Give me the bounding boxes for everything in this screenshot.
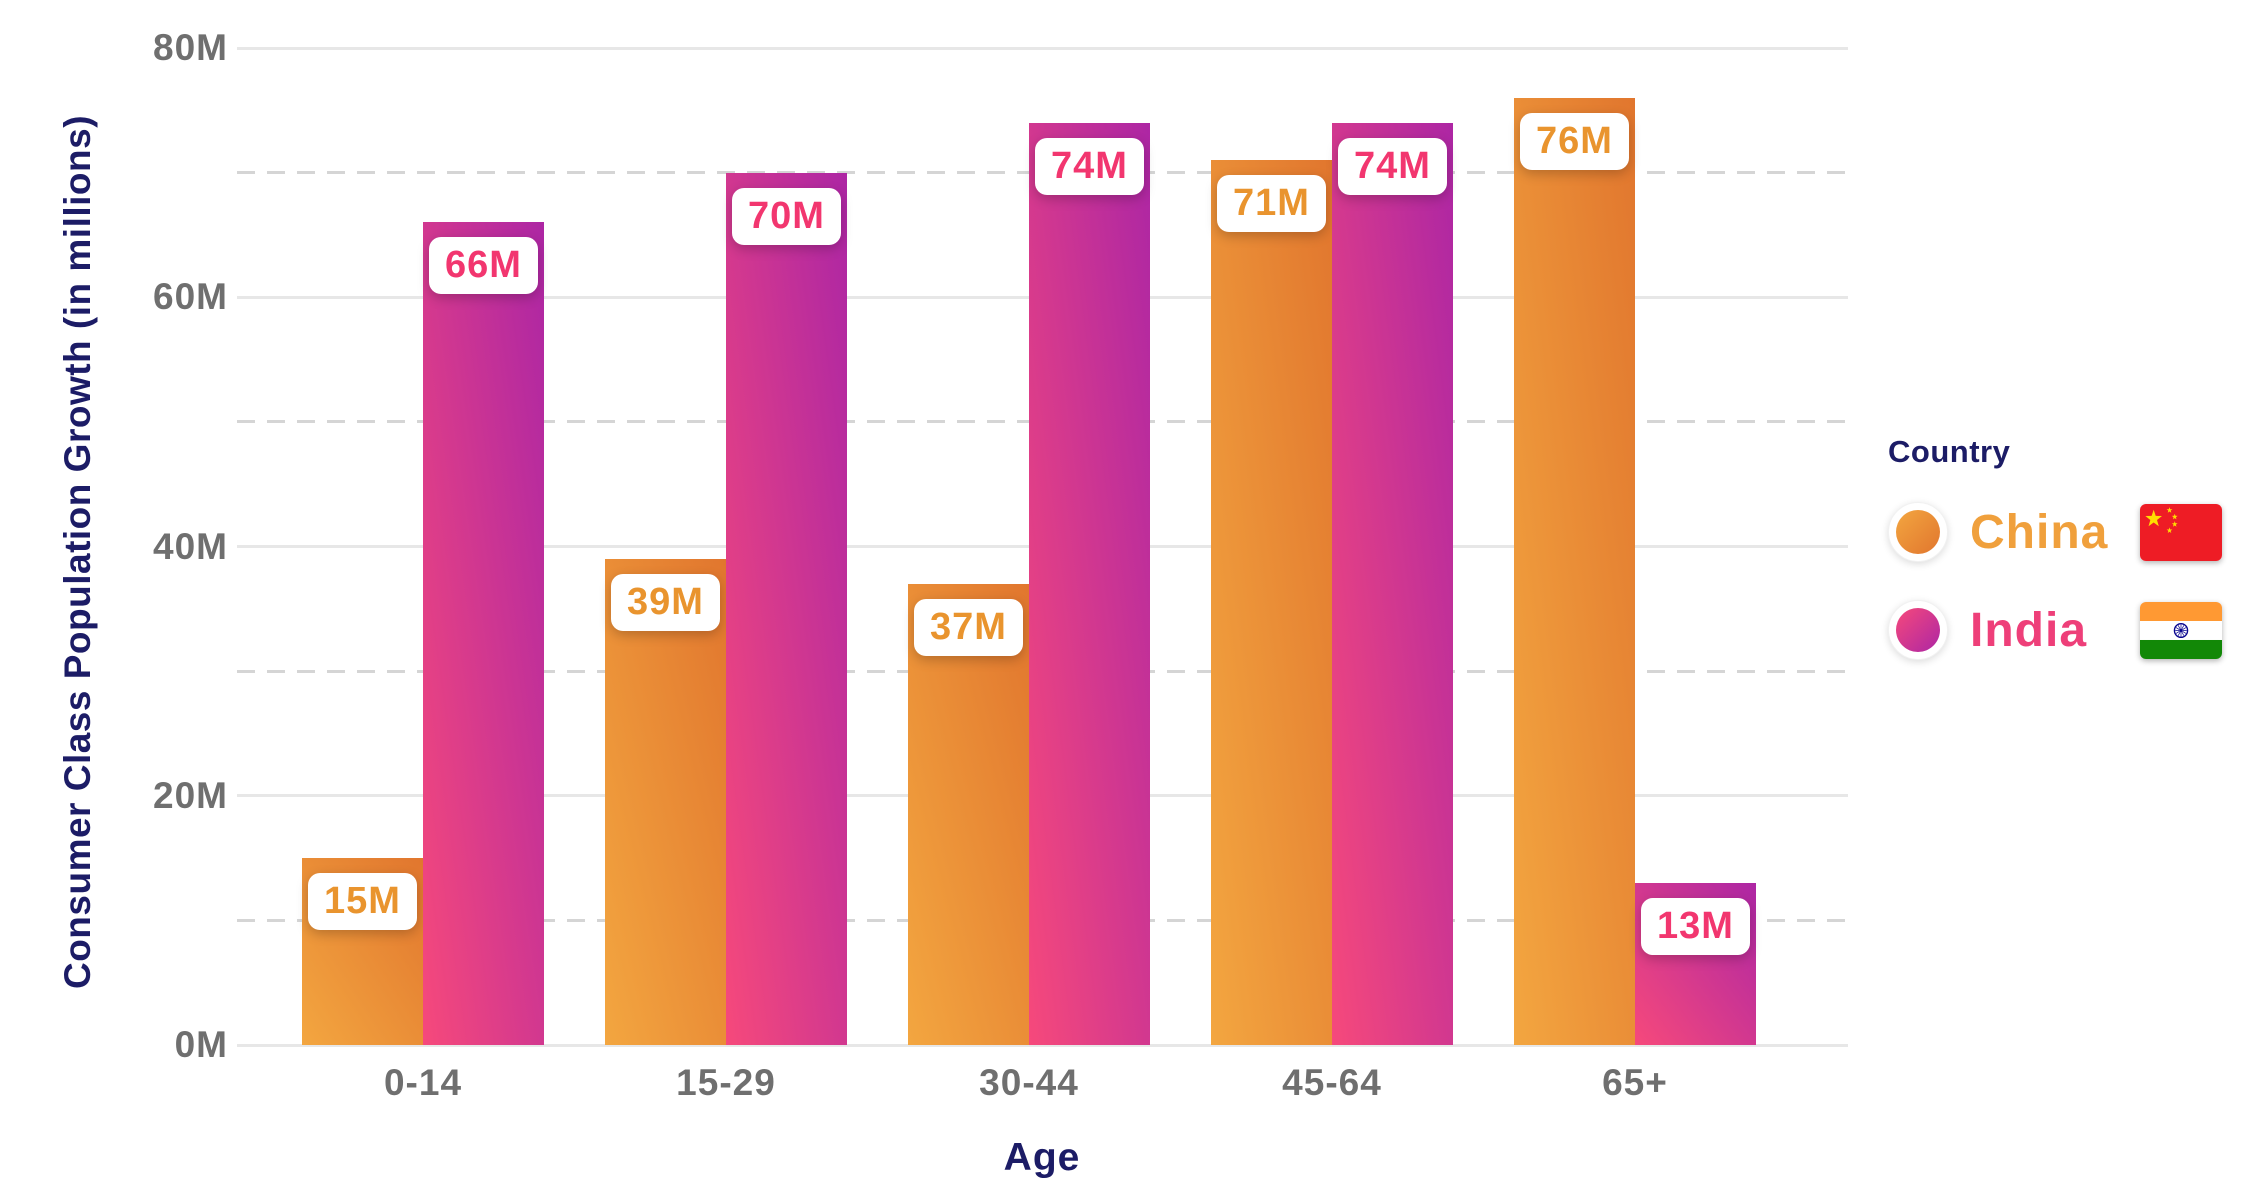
y-tick-label-20M: 20M	[153, 774, 228, 816]
legend-swatch-color-india	[1896, 608, 1940, 652]
value-label-india-0-14: 66M	[429, 237, 538, 295]
bar-china-15-29	[605, 558, 726, 1045]
legend-label-china: China	[1970, 505, 2109, 559]
value-label-india-30-44: 74M	[1035, 137, 1144, 195]
bar-india-15-29	[726, 172, 847, 1045]
bar-india-45-64	[1332, 122, 1453, 1045]
x-tick-label-65+: 65+	[1602, 1062, 1668, 1103]
legend-rows: China India	[1888, 502, 2222, 660]
bar-china-65+	[1514, 97, 1635, 1045]
x-tick-label-0-14: 0-14	[383, 1062, 463, 1103]
y-tick-label-0M: 0M	[174, 1024, 228, 1065]
gridline-solid-80	[237, 46, 1848, 50]
x-axis-title: Age	[1003, 1136, 1081, 1179]
value-label-india-15-29: 70M	[732, 187, 841, 245]
value-label-india-45-64: 74M	[1338, 137, 1447, 195]
legend-row-india: India	[1888, 600, 2222, 660]
legend: Country China India	[1888, 434, 2222, 660]
bar-china-45-64	[1211, 160, 1332, 1045]
value-label-china-30-44: 37M	[914, 598, 1023, 656]
value-label-china-0-14: 15M	[308, 873, 417, 931]
legend-swatch-india	[1888, 600, 1948, 660]
china-flag-icon	[2140, 503, 2222, 561]
x-tick-label-15-29: 15-29	[676, 1062, 776, 1103]
x-tick-label-45-64: 45-64	[1282, 1062, 1382, 1103]
y-tick-label-80M: 80M	[153, 27, 228, 68]
legend-row-china: China	[1888, 502, 2222, 562]
bar-india-0-14	[423, 222, 544, 1045]
bar-india-30-44	[1029, 122, 1150, 1045]
value-label-china-45-64: 71M	[1217, 175, 1326, 233]
legend-title: Country	[1888, 434, 2011, 469]
bar-china-30-44	[908, 583, 1029, 1045]
legend-swatch-color-china	[1896, 510, 1940, 554]
gridline-solid-0	[237, 1043, 1848, 1047]
legend-label-india: India	[1970, 603, 2088, 657]
y-tick-label-60M: 60M	[153, 276, 228, 318]
india-flag-icon	[2140, 601, 2222, 659]
x-tick-label-30-44: 30-44	[979, 1062, 1079, 1103]
value-label-china-15-29: 39M	[611, 573, 720, 631]
y-tick-label-40M: 40M	[153, 525, 228, 567]
legend-swatch-china	[1888, 502, 1948, 562]
value-label-india-65+: 13M	[1641, 897, 1750, 955]
value-label-china-65+: 76M	[1520, 112, 1629, 170]
